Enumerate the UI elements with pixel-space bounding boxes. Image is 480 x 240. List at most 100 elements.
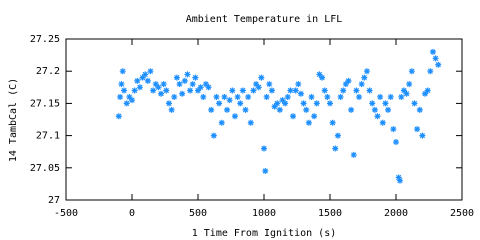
- point: [276, 106, 283, 113]
- point: [129, 97, 135, 104]
- point: [327, 100, 333, 107]
- point: [366, 87, 373, 94]
- point: [258, 74, 265, 81]
- point: [400, 87, 407, 94]
- point: [192, 74, 199, 81]
- point: [311, 113, 318, 120]
- point: [340, 87, 347, 94]
- y-tick-label: 27.25: [30, 34, 60, 45]
- x-tick-label: 1000: [252, 208, 276, 219]
- point: [131, 87, 138, 94]
- y-tick-label: 27.1: [36, 131, 60, 142]
- point: [181, 77, 188, 84]
- point: [297, 90, 304, 97]
- point: [387, 93, 394, 100]
- point: [152, 81, 159, 88]
- point: [411, 100, 418, 107]
- point: [126, 93, 133, 100]
- point: [369, 100, 376, 107]
- point: [398, 93, 405, 100]
- point: [274, 100, 281, 107]
- point: [224, 106, 231, 113]
- point: [321, 87, 328, 94]
- point: [262, 168, 269, 175]
- point: [197, 84, 204, 91]
- point: [295, 81, 302, 88]
- point: [245, 93, 252, 100]
- point: [319, 74, 326, 81]
- x-tick-label: -500: [54, 208, 78, 219]
- point: [165, 100, 172, 107]
- plot-frame: [65, 38, 463, 201]
- point: [361, 74, 368, 81]
- point: [416, 106, 423, 113]
- point: [356, 93, 363, 100]
- point: [395, 174, 402, 181]
- point: [334, 132, 341, 139]
- y-tick-label: 27.2: [36, 66, 60, 77]
- point: [155, 84, 162, 91]
- point: [350, 151, 357, 158]
- point: [429, 48, 436, 55]
- point: [374, 113, 381, 120]
- point: [345, 77, 352, 84]
- point: [231, 113, 238, 120]
- point: [316, 71, 323, 78]
- point: [200, 93, 207, 100]
- point: [290, 113, 297, 120]
- y-tick-label: 27.05: [30, 163, 60, 174]
- point: [358, 81, 365, 88]
- point: [118, 81, 125, 88]
- point: [136, 84, 143, 91]
- point: [119, 68, 126, 75]
- point: [171, 93, 178, 100]
- point: [221, 93, 228, 100]
- point: [266, 81, 273, 88]
- point: [237, 100, 244, 107]
- point: [158, 90, 165, 97]
- point: [385, 106, 392, 113]
- point: [432, 55, 439, 62]
- point: [173, 74, 180, 81]
- point: [419, 132, 426, 139]
- point: [324, 93, 331, 100]
- point: [168, 106, 175, 113]
- point: [393, 139, 399, 146]
- point: [202, 81, 209, 88]
- point: [160, 81, 167, 88]
- point: [382, 100, 389, 107]
- point: [242, 106, 249, 113]
- point: [226, 97, 233, 104]
- x-tick-label: 500: [189, 208, 207, 219]
- point: [371, 106, 378, 113]
- point: [342, 81, 349, 88]
- point: [332, 145, 339, 152]
- point: [117, 93, 124, 100]
- point: [142, 71, 149, 78]
- point: [377, 93, 384, 100]
- point: [435, 61, 442, 68]
- y-tick-label: 27.15: [30, 98, 60, 109]
- point: [247, 119, 254, 126]
- point: [187, 87, 194, 94]
- point: [213, 93, 220, 100]
- point: [195, 87, 201, 94]
- point: [263, 93, 270, 100]
- point: [353, 87, 360, 94]
- point: [300, 100, 307, 107]
- point: [210, 132, 217, 139]
- point: [115, 113, 122, 120]
- point: [390, 126, 397, 133]
- x-tick-label: 2000: [384, 208, 408, 219]
- y-axis-label: 14 TambCal (C): [8, 78, 19, 162]
- point: [403, 90, 410, 97]
- point: [218, 119, 225, 126]
- point: [239, 87, 246, 94]
- point: [282, 100, 289, 107]
- point: [422, 90, 429, 97]
- point: [379, 119, 386, 126]
- y-tick-label: 27: [48, 195, 60, 206]
- point: [184, 71, 191, 78]
- x-axis-label: 1 Time From Ignition (s): [192, 228, 337, 239]
